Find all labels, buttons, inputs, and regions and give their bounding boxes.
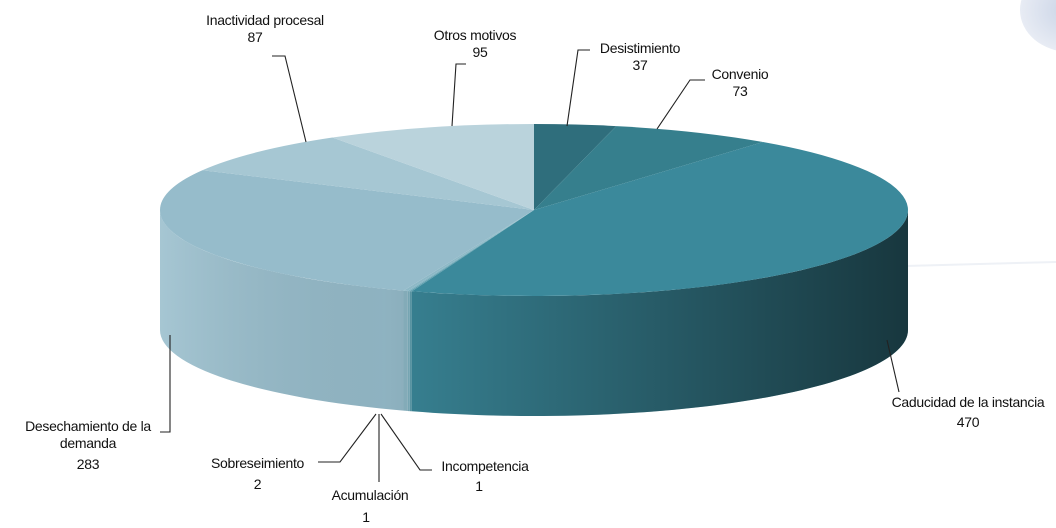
slice-label: Caducidad de la instancia 470	[880, 394, 1056, 431]
pie	[159, 124, 909, 416]
slice-label: Incompetencia 1	[425, 458, 545, 495]
slice-label: Desistimiento 37	[570, 40, 710, 74]
slice-label: Otros motivos 95	[400, 27, 550, 61]
slice	[534, 126, 763, 210]
label-value: 470	[956, 414, 980, 430]
leader-line	[160, 335, 171, 433]
label-name: Sobreseimiento	[210, 455, 305, 471]
label-name: Caducidad de la instancia	[891, 394, 1045, 410]
leader-line	[566, 49, 590, 127]
label-name: Desechamiento de la demanda	[25, 418, 151, 451]
label-value: 95	[472, 44, 488, 60]
label-name: Inactividad procesal	[206, 12, 324, 28]
slice	[332, 124, 534, 210]
label-value: 1	[475, 478, 483, 494]
slice	[534, 124, 617, 210]
slice	[202, 137, 535, 210]
label-value: 87	[247, 29, 263, 45]
label-value: 2	[253, 476, 262, 492]
leader-line	[318, 413, 377, 463]
leader-line	[272, 55, 307, 143]
leader-line	[380, 413, 432, 471]
side-shade	[411, 210, 908, 416]
label-name: Desistimiento	[599, 40, 681, 56]
decoration	[904, 261, 1056, 267]
label-name: Otros motivos	[433, 27, 517, 43]
side-shade	[160, 210, 404, 411]
label-value: 283	[76, 456, 100, 472]
side-shade	[407, 290, 410, 412]
slice	[411, 142, 909, 296]
slice	[409, 210, 534, 292]
leader-line	[886, 339, 900, 393]
slice	[403, 210, 534, 291]
label-name: Convenio	[711, 66, 769, 82]
leader-lines	[160, 49, 900, 482]
slice-label: Acumulación 1	[310, 487, 430, 526]
side-shade	[403, 290, 408, 411]
slice-label: Inactividad procesal 87	[175, 12, 355, 46]
leader-line	[451, 63, 466, 127]
slice	[407, 210, 534, 292]
leader-line	[656, 79, 705, 130]
label-value: 73	[732, 83, 748, 99]
label-name: Incompetencia	[441, 458, 529, 474]
label-value: 1	[362, 509, 370, 525]
label-name: Acumulación	[331, 487, 409, 503]
slice	[159, 170, 534, 291]
label-value: 37	[632, 57, 648, 73]
slice-label: Sobreseimiento 2	[195, 455, 320, 493]
decoration	[1020, 0, 1056, 51]
side-shade	[409, 291, 412, 412]
slice-label: Convenio 73	[680, 66, 800, 100]
slice-label: Desechamiento de la demanda 283	[6, 418, 170, 473]
